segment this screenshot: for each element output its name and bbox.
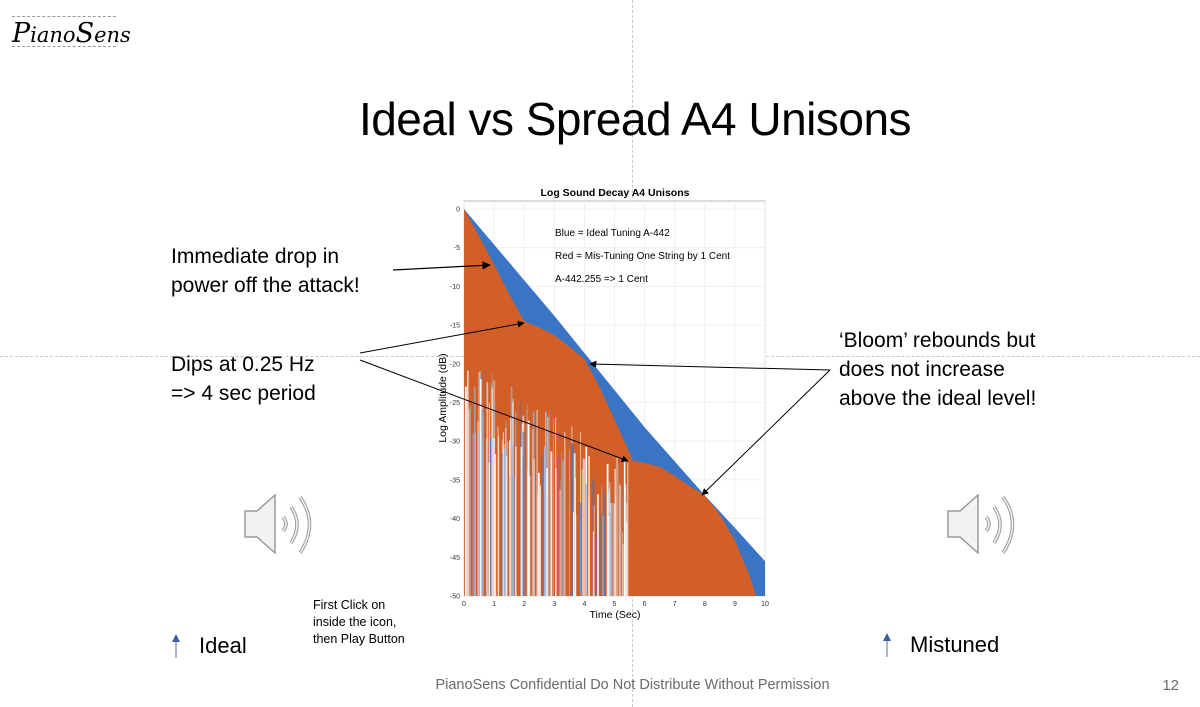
- svg-text:-15: -15: [450, 323, 460, 330]
- annotation-attack-line-2: power off the attack!: [171, 274, 360, 297]
- svg-text:1: 1: [492, 601, 496, 608]
- svg-text:-25: -25: [450, 400, 460, 407]
- svg-text:7: 7: [673, 601, 677, 608]
- noise-region: [464, 370, 629, 596]
- annotation-bloom-line-2: does not increase: [839, 358, 1005, 381]
- up-arrow-icon: [883, 633, 891, 657]
- logo-letter-p: P: [12, 18, 31, 49]
- chart-legend-line-1: Blue = Ideal Tuning A-442: [555, 228, 670, 239]
- play-instruction-line-1: First Click on: [313, 598, 386, 612]
- play-instruction-line-3: then Play Button: [313, 632, 405, 646]
- svg-text:2: 2: [522, 601, 526, 608]
- svg-text:-50: -50: [450, 594, 460, 601]
- svg-text:3: 3: [552, 601, 556, 608]
- svg-text:0: 0: [456, 207, 460, 214]
- svg-text:-20: -20: [450, 361, 460, 368]
- arrow-dip-1: [359, 320, 525, 354]
- annotation-attack-line-1: Immediate drop in: [171, 245, 340, 268]
- logo-text-ens: ens: [94, 23, 131, 47]
- audio-label-ideal: Ideal: [171, 633, 247, 659]
- annotation-dips: Dips at 0.25 Hz => 4 sec period: [171, 350, 316, 408]
- annotation-bloom-line-1: ‘Bloom’ rebounds but: [839, 329, 1036, 352]
- chart-y-label: Log Amplitude (dB): [437, 353, 449, 442]
- svg-text:6: 6: [643, 601, 647, 608]
- play-instruction: First Click on inside the icon, then Pla…: [313, 597, 405, 648]
- axis-ticks: 0 1 2 3 4 5 6 7 8 9 10 0 -5 -10 -15 -20 -25 -30 -35 -40 -45 -…: [450, 207, 769, 609]
- page-number: 12: [1162, 677, 1179, 694]
- svg-text:8: 8: [703, 601, 707, 608]
- pianosens-logo: PianoSens: [12, 14, 131, 49]
- svg-text:4: 4: [582, 601, 586, 608]
- svg-text:5: 5: [613, 601, 617, 608]
- annotation-bloom: ‘Bloom’ rebounds but does not increase a…: [839, 326, 1036, 413]
- svg-text:-35: -35: [450, 477, 460, 484]
- arrow-bloom-1: [589, 360, 831, 371]
- svg-text:10: 10: [761, 601, 769, 608]
- arrow-attack: [392, 261, 491, 271]
- audio-label-mistuned: Mistuned: [882, 632, 999, 658]
- annotation-dips-line-2: => 4 sec period: [171, 382, 316, 405]
- chart-legend-line-3: A-442.255 => 1 Cent: [555, 274, 648, 285]
- svg-text:0: 0: [462, 601, 466, 608]
- logo-letter-s: S: [75, 18, 95, 49]
- svg-text:-45: -45: [450, 555, 460, 562]
- up-arrow-icon: [172, 634, 180, 658]
- svg-text:-10: -10: [450, 284, 460, 291]
- annotation-bloom-line-3: above the ideal level!: [839, 387, 1037, 410]
- audio-label-ideal-text: Ideal: [199, 633, 247, 658]
- svg-text:-40: -40: [450, 516, 460, 523]
- arrow-dip-2: [359, 359, 629, 463]
- chart-legend-line-2: Red = Mis-Tuning One String by 1 Cent: [555, 251, 730, 262]
- chart-x-label: Time (Sec): [590, 609, 641, 621]
- slide-title: Ideal vs Spread A4 Unisons: [358, 93, 912, 145]
- play-instruction-line-2: inside the icon,: [313, 615, 397, 629]
- svg-text:-5: -5: [454, 245, 460, 252]
- speaker-icon-ideal[interactable]: [243, 493, 323, 557]
- svg-text:9: 9: [733, 601, 737, 608]
- arrow-bloom-2: [701, 369, 831, 496]
- annotation-attack: Immediate drop in power off the attack!: [171, 242, 360, 300]
- annotation-dips-line-1: Dips at 0.25 Hz: [171, 353, 315, 376]
- logo-text-iano: iano: [30, 23, 76, 47]
- footer-confidential: PianoSens Confidential Do Not Distribute…: [435, 677, 830, 693]
- speaker-icon-mistuned[interactable]: [946, 493, 1026, 557]
- svg-text:-30: -30: [450, 439, 460, 446]
- audio-label-mistuned-text: Mistuned: [910, 632, 1000, 657]
- chart-title: Log Sound Decay A4 Unisons: [541, 187, 690, 199]
